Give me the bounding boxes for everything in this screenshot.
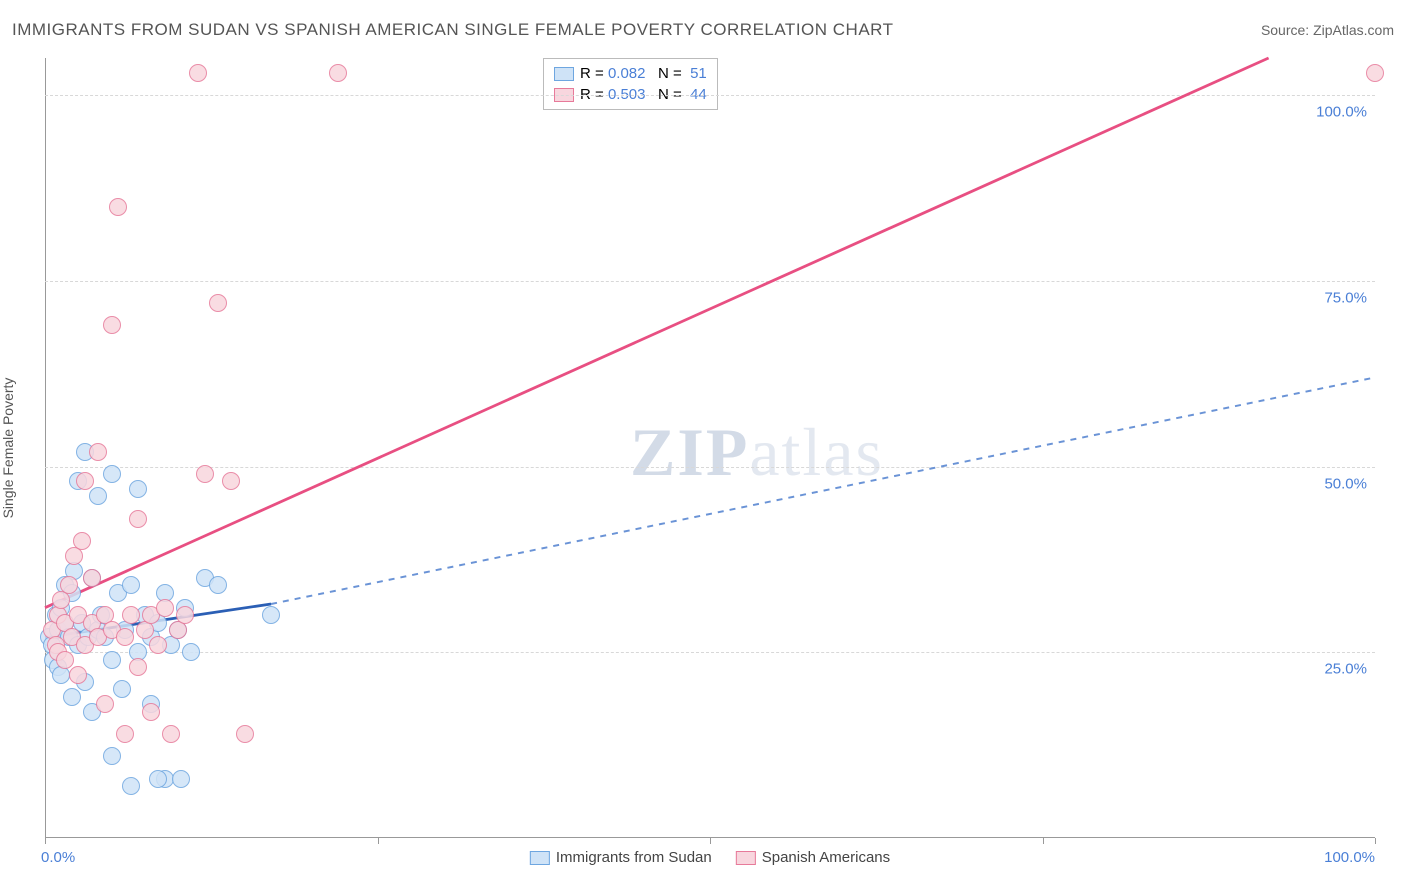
data-point [172, 770, 190, 788]
data-point [149, 636, 167, 654]
data-point [189, 64, 207, 82]
chart-header: IMMIGRANTS FROM SUDAN VS SPANISH AMERICA… [12, 20, 1394, 40]
data-point [116, 628, 134, 646]
data-point [142, 703, 160, 721]
x-tick-mark [378, 838, 379, 844]
watermark-atlas: atlas [749, 414, 884, 490]
data-point [156, 599, 174, 617]
source-label: Source: ZipAtlas.com [1261, 22, 1394, 38]
gridline-h [45, 467, 1375, 468]
data-point [236, 725, 254, 743]
y-tick-label: 50.0% [1324, 475, 1367, 492]
data-point [69, 666, 87, 684]
legend-item-spanish: Spanish Americans [736, 849, 890, 866]
y-tick-label: 25.0% [1324, 661, 1367, 678]
legend-swatch [554, 67, 574, 81]
data-point [109, 198, 127, 216]
data-point [89, 443, 107, 461]
legend-bottom: Immigrants from Sudan Spanish Americans [530, 849, 890, 866]
legend-item-sudan: Immigrants from Sudan [530, 849, 712, 866]
data-point [103, 465, 121, 483]
data-point [103, 651, 121, 669]
y-tick-label: 100.0% [1316, 104, 1367, 121]
data-point [196, 465, 214, 483]
data-point [122, 576, 140, 594]
data-point [73, 532, 91, 550]
legend-stats-row: R = 0.082 N = 51 [554, 63, 707, 84]
data-point [103, 747, 121, 765]
legend-swatch-sudan [530, 851, 550, 865]
data-point [122, 606, 140, 624]
data-point [129, 480, 147, 498]
plot-area: ZIPatlas R = 0.082 N = 51 R = 0.503 N = … [45, 58, 1375, 838]
data-point [162, 725, 180, 743]
x-tick-label: 100.0% [1324, 849, 1375, 866]
legend-label-sudan: Immigrants from Sudan [556, 849, 712, 866]
trend-svg [45, 58, 1375, 838]
x-tick-mark [1375, 838, 1376, 844]
data-point [222, 472, 240, 490]
y-axis-line [45, 58, 46, 838]
data-point [262, 606, 280, 624]
data-point [122, 777, 140, 795]
legend-stats-text: R = 0.082 N = 51 [580, 65, 707, 82]
legend-stats-box: R = 0.082 N = 51 R = 0.503 N = 44 [543, 58, 718, 110]
x-tick-mark [1043, 838, 1044, 844]
data-point [129, 658, 147, 676]
legend-swatch-spanish [736, 851, 756, 865]
data-point [56, 651, 74, 669]
watermark-zip: ZIP [630, 414, 749, 490]
data-point [129, 510, 147, 528]
data-point [176, 606, 194, 624]
data-point [96, 695, 114, 713]
data-point [329, 64, 347, 82]
data-point [1366, 64, 1384, 82]
gridline-h [45, 281, 1375, 282]
data-point [116, 725, 134, 743]
watermark: ZIPatlas [630, 413, 884, 492]
data-point [182, 643, 200, 661]
y-tick-label: 75.0% [1324, 289, 1367, 306]
chart-title: IMMIGRANTS FROM SUDAN VS SPANISH AMERICA… [12, 20, 894, 40]
data-point [209, 294, 227, 312]
data-point [103, 316, 121, 334]
x-tick-mark [45, 838, 46, 844]
data-point [209, 576, 227, 594]
data-point [113, 680, 131, 698]
data-point [60, 576, 78, 594]
x-tick-label: 0.0% [41, 849, 75, 866]
data-point [149, 770, 167, 788]
data-point [89, 487, 107, 505]
gridline-h [45, 652, 1375, 653]
data-point [83, 569, 101, 587]
gridline-h [45, 95, 1375, 96]
y-axis-label: Single Female Poverty [0, 378, 16, 519]
legend-label-spanish: Spanish Americans [762, 849, 890, 866]
data-point [63, 688, 81, 706]
data-point [76, 472, 94, 490]
x-tick-mark [710, 838, 711, 844]
